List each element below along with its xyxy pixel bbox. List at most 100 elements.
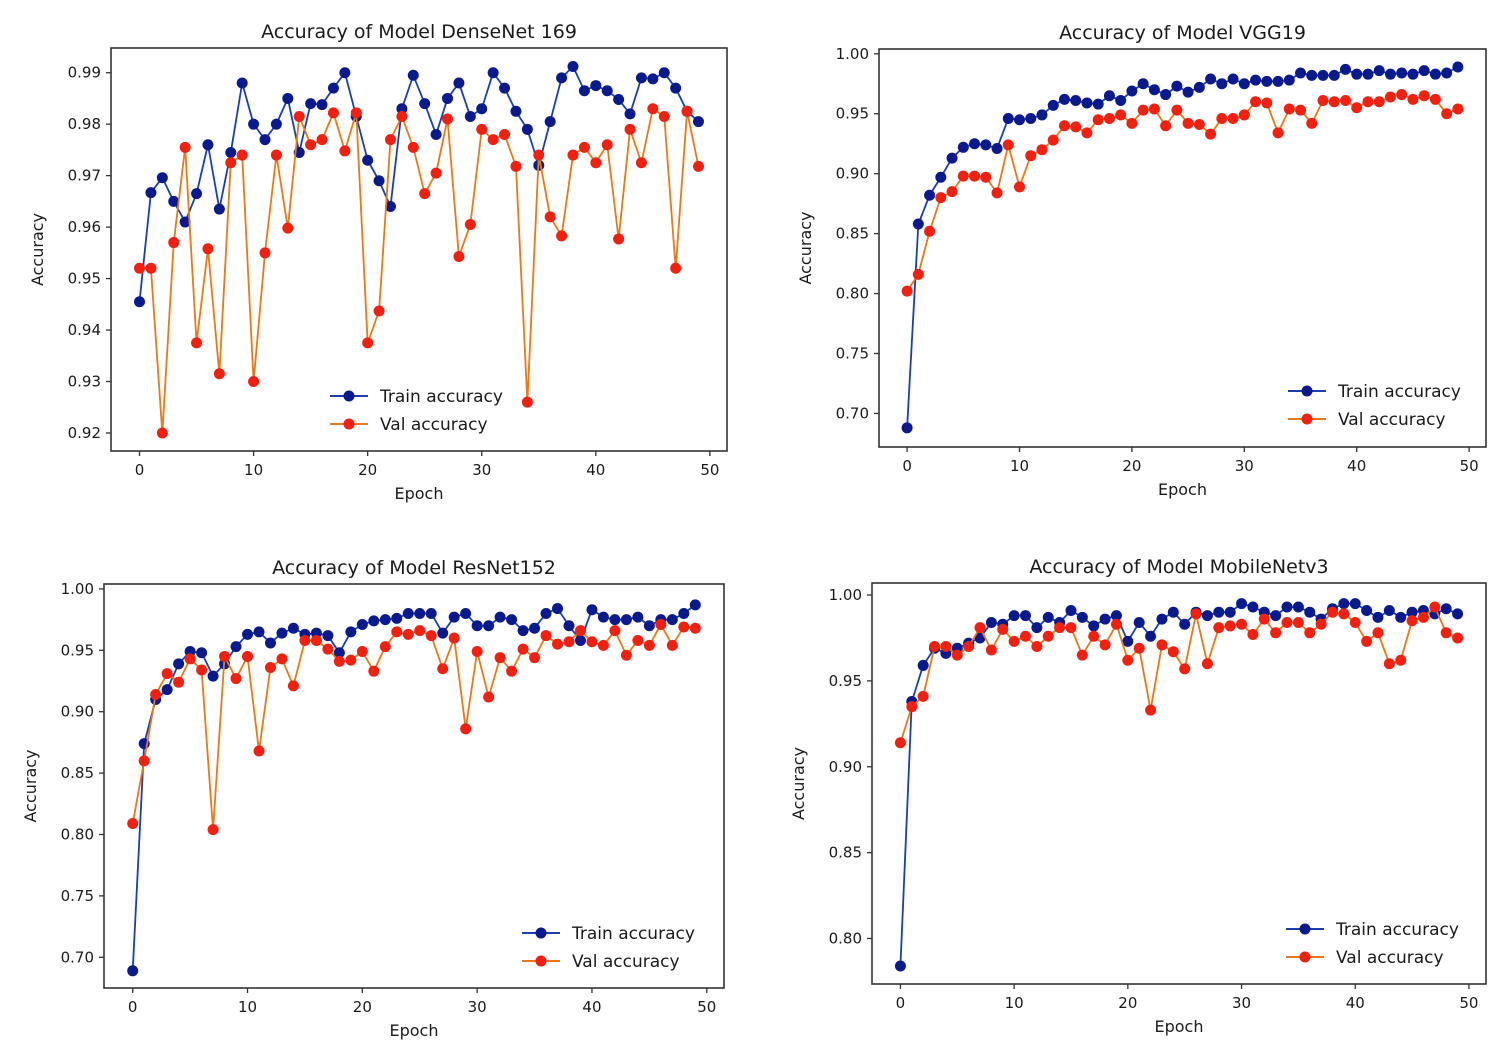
train-point bbox=[225, 146, 237, 158]
val-point bbox=[127, 817, 139, 829]
train-point bbox=[567, 61, 579, 73]
y-tick-label: 0.75 bbox=[836, 344, 869, 362]
train-point bbox=[191, 188, 203, 200]
val-point bbox=[1076, 649, 1088, 661]
legend-train-marker bbox=[535, 927, 547, 939]
val-point bbox=[991, 187, 1003, 199]
y-tick-label: 0.90 bbox=[836, 165, 869, 183]
legend-train-label: Train accuracy bbox=[571, 924, 695, 944]
train-point bbox=[276, 627, 288, 639]
train-point bbox=[1088, 620, 1100, 632]
train-point bbox=[1384, 68, 1396, 80]
val-point bbox=[373, 305, 385, 317]
plot-area bbox=[110, 47, 728, 452]
val-point bbox=[356, 646, 368, 658]
train-point bbox=[407, 69, 419, 81]
x-tick-label: 10 bbox=[1005, 994, 1024, 1012]
y-tick-label: 0.92 bbox=[68, 424, 101, 442]
x-tick-label: 0 bbox=[902, 457, 912, 475]
val-point bbox=[173, 676, 185, 688]
val-point bbox=[1145, 704, 1157, 716]
train-point bbox=[1216, 78, 1228, 90]
train-point bbox=[1126, 85, 1138, 97]
val-point bbox=[1361, 635, 1373, 647]
val-point bbox=[1272, 127, 1284, 139]
series-val bbox=[127, 619, 701, 836]
train-point bbox=[161, 684, 173, 696]
val-point bbox=[906, 701, 918, 713]
train-point bbox=[202, 139, 214, 151]
x-tick-label: 0 bbox=[896, 994, 906, 1012]
train-point bbox=[1201, 610, 1213, 622]
val-point bbox=[510, 160, 522, 172]
train-point bbox=[658, 67, 670, 79]
series-val bbox=[134, 103, 704, 439]
val-point bbox=[1008, 635, 1020, 647]
train-point bbox=[1227, 73, 1239, 85]
train-point bbox=[339, 67, 351, 79]
y-tick-label: 0.93 bbox=[68, 373, 101, 391]
legend-train-label: Train accuracy bbox=[1335, 920, 1459, 940]
val-point bbox=[1418, 90, 1430, 102]
val-point bbox=[929, 641, 941, 653]
val-point bbox=[236, 149, 248, 161]
train-point bbox=[230, 641, 242, 653]
val-point bbox=[1193, 119, 1205, 131]
legend: Train accuracy Val accuracy bbox=[1288, 382, 1461, 430]
val-point bbox=[1283, 103, 1295, 115]
y-axis-label: Accuracy bbox=[21, 749, 40, 822]
legend: Train accuracy Val accuracy bbox=[522, 924, 695, 972]
val-point bbox=[442, 113, 454, 125]
train-point bbox=[494, 611, 506, 623]
val-point bbox=[567, 149, 579, 161]
train-point bbox=[1283, 74, 1295, 86]
val-point bbox=[1201, 658, 1213, 670]
train-point bbox=[1406, 606, 1418, 618]
val-point bbox=[138, 755, 150, 767]
train-point bbox=[356, 619, 368, 631]
val-point bbox=[1250, 96, 1262, 108]
train-point bbox=[601, 85, 613, 97]
x-tick-label: 30 bbox=[1235, 457, 1254, 475]
val-point bbox=[1441, 108, 1453, 120]
val-point bbox=[1452, 632, 1464, 644]
train-point bbox=[670, 82, 682, 94]
val-point bbox=[1070, 121, 1082, 133]
val-point bbox=[957, 170, 969, 182]
train-point bbox=[414, 607, 426, 619]
train-point bbox=[1145, 630, 1157, 642]
val-point bbox=[1373, 96, 1385, 108]
y-tick-label: 0.80 bbox=[836, 285, 869, 303]
val-point bbox=[620, 649, 632, 661]
train-point bbox=[540, 607, 552, 619]
train-point bbox=[396, 103, 408, 115]
train-point bbox=[1224, 606, 1236, 618]
val-point bbox=[940, 641, 952, 653]
train-point bbox=[464, 110, 476, 122]
train-point bbox=[1205, 73, 1217, 85]
val-point bbox=[248, 376, 260, 388]
train-point bbox=[1122, 635, 1134, 647]
val-point bbox=[264, 662, 276, 674]
train-point bbox=[1156, 613, 1168, 625]
train-point bbox=[1247, 601, 1259, 613]
train-point bbox=[1036, 109, 1048, 121]
val-point bbox=[1179, 663, 1191, 675]
train-point bbox=[1179, 618, 1191, 630]
train-point bbox=[586, 604, 598, 616]
val-point bbox=[1002, 139, 1014, 151]
train-point bbox=[917, 659, 929, 671]
train-point bbox=[1065, 604, 1077, 616]
train-point bbox=[1193, 81, 1205, 93]
val-point bbox=[1167, 646, 1179, 658]
train-point bbox=[1395, 611, 1407, 623]
train-point bbox=[1137, 78, 1149, 90]
val-point bbox=[1295, 104, 1307, 116]
train-point bbox=[1002, 113, 1014, 125]
train-point bbox=[590, 80, 602, 92]
val-point bbox=[1213, 622, 1225, 634]
val-point bbox=[1351, 102, 1363, 114]
train-point bbox=[1115, 95, 1127, 107]
val-point bbox=[997, 623, 1009, 635]
train-point bbox=[483, 620, 495, 632]
